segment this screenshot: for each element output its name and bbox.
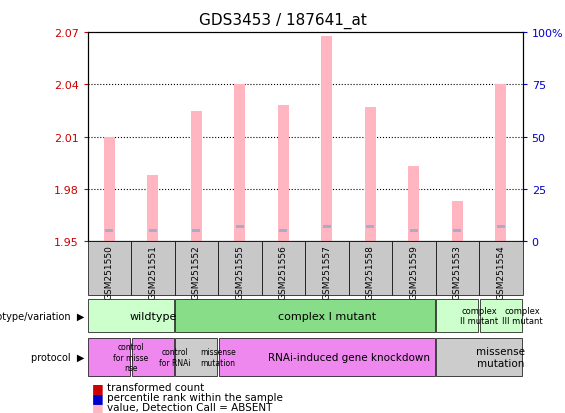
Text: complex
III mutant: complex III mutant <box>502 306 543 325</box>
Text: rank, Detection Call = ABSENT: rank, Detection Call = ABSENT <box>107 412 267 413</box>
Text: GSM251553: GSM251553 <box>453 244 462 299</box>
Bar <box>392 242 436 295</box>
Bar <box>436 242 479 295</box>
Text: GSM251559: GSM251559 <box>410 244 418 299</box>
Bar <box>410 230 418 233</box>
Bar <box>280 230 287 233</box>
Bar <box>191 111 202 242</box>
Bar <box>147 176 158 242</box>
Bar <box>106 230 113 233</box>
Bar <box>367 225 374 229</box>
Bar <box>89 339 130 376</box>
Bar <box>88 242 131 295</box>
Text: transformed count: transformed count <box>107 382 205 392</box>
Bar <box>480 299 521 333</box>
Text: control
for misse
nse: control for misse nse <box>114 342 149 372</box>
Text: GSM251555: GSM251555 <box>236 244 244 299</box>
Text: value, Detection Call = ABSENT: value, Detection Call = ABSENT <box>107 402 272 412</box>
Text: protocol  ▶: protocol ▶ <box>32 352 85 362</box>
Text: wildtype: wildtype <box>129 311 176 321</box>
Bar <box>149 230 157 233</box>
Text: GSM251550: GSM251550 <box>105 244 114 299</box>
Text: missense
mutation: missense mutation <box>200 348 236 367</box>
Bar <box>454 230 461 233</box>
Text: ■: ■ <box>92 381 103 394</box>
Text: missense
mutation: missense mutation <box>476 347 525 368</box>
Bar <box>278 106 289 242</box>
Text: ■: ■ <box>92 401 103 413</box>
Bar <box>131 242 175 295</box>
Bar <box>219 339 434 376</box>
Bar <box>497 225 505 229</box>
Bar <box>437 339 521 376</box>
Bar <box>176 299 434 333</box>
Text: genotype/variation  ▶: genotype/variation ▶ <box>0 311 85 321</box>
Bar <box>175 242 218 295</box>
Text: GSM251558: GSM251558 <box>366 244 375 299</box>
Bar <box>365 108 376 242</box>
Bar <box>193 230 200 233</box>
Bar <box>234 85 245 242</box>
Bar <box>305 242 349 295</box>
Bar <box>218 242 262 295</box>
Bar <box>452 202 463 242</box>
Text: GSM251554: GSM251554 <box>497 244 505 299</box>
Bar <box>323 225 331 229</box>
Text: GSM251552: GSM251552 <box>192 244 201 299</box>
Bar <box>408 167 419 242</box>
Bar <box>132 339 173 376</box>
Text: ■: ■ <box>92 411 103 413</box>
Text: GSM251551: GSM251551 <box>149 244 157 299</box>
Text: control
for RNAi: control for RNAi <box>159 348 190 367</box>
Text: ■: ■ <box>92 391 103 404</box>
Text: RNAi-induced gene knockdown: RNAi-induced gene knockdown <box>268 352 429 362</box>
Bar <box>262 242 305 295</box>
Bar <box>176 339 217 376</box>
Bar <box>479 242 523 295</box>
Bar <box>236 225 244 229</box>
Bar <box>89 299 173 333</box>
Text: GDS3453 / 187641_at: GDS3453 / 187641_at <box>198 12 367 28</box>
Text: GSM251557: GSM251557 <box>323 244 331 299</box>
Text: complex I mutant: complex I mutant <box>278 311 376 321</box>
Bar <box>437 299 478 333</box>
Text: percentile rank within the sample: percentile rank within the sample <box>107 392 283 402</box>
Text: complex
II mutant: complex II mutant <box>460 306 498 325</box>
Bar <box>496 85 506 242</box>
Bar <box>321 36 332 242</box>
Bar <box>349 242 392 295</box>
Text: GSM251556: GSM251556 <box>279 244 288 299</box>
Bar <box>104 138 115 242</box>
